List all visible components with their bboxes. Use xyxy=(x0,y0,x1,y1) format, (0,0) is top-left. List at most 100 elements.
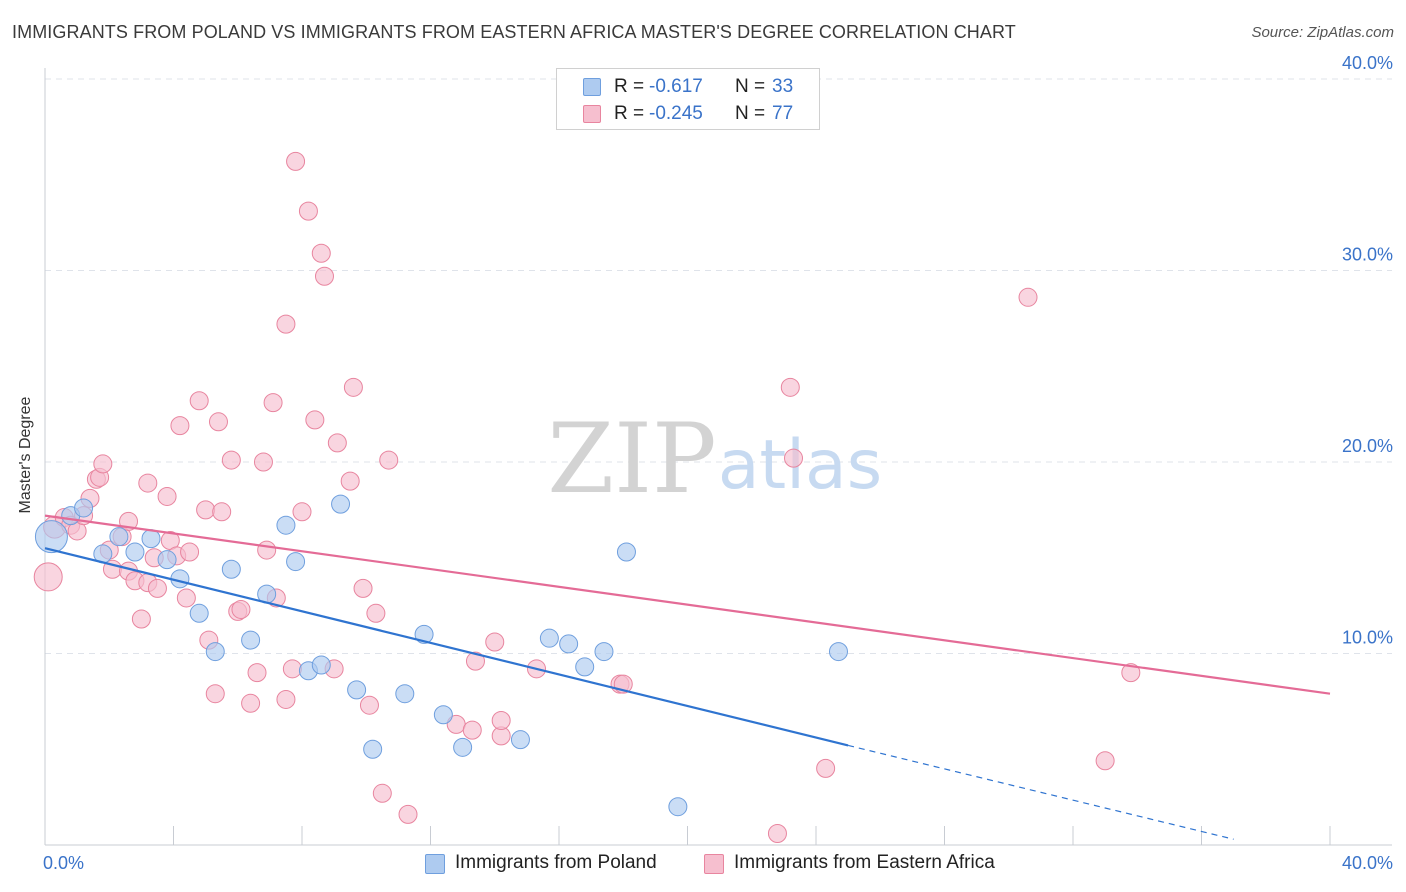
watermark-zip: ZIP xyxy=(547,403,716,515)
poland-point xyxy=(668,797,688,817)
poland-point xyxy=(363,739,383,759)
r-value-poland: -0.617 xyxy=(649,76,703,97)
r-label: R = xyxy=(614,76,645,97)
poland-point xyxy=(616,542,636,562)
africa-point xyxy=(138,473,158,493)
poland-point xyxy=(575,657,595,677)
africa-point xyxy=(298,201,318,221)
legend-label-poland: Immigrants from Poland xyxy=(455,852,657,873)
poland-point xyxy=(828,642,848,662)
africa-point xyxy=(780,377,800,397)
poland-point xyxy=(453,737,473,757)
poland-point xyxy=(157,550,177,570)
africa-point xyxy=(221,450,241,470)
africa-point xyxy=(784,448,804,468)
poland-point xyxy=(74,498,94,518)
africa-point xyxy=(292,502,312,522)
x-tick-label-max: 40.0% xyxy=(1342,853,1393,873)
x-tick-label-min: 0.0% xyxy=(43,853,84,873)
africa-point xyxy=(180,542,200,562)
n-label: N = xyxy=(735,76,766,97)
watermark-atlas: atlas xyxy=(718,426,882,505)
poland-swatch xyxy=(583,78,601,96)
axes xyxy=(44,68,1392,846)
africa-point xyxy=(366,603,386,623)
tick-labels: 10.0% 20.0% 30.0% 40.0% 0.0% 40.0% xyxy=(43,53,1393,873)
africa-point xyxy=(353,578,373,598)
trend-lines xyxy=(44,514,1331,840)
poland-point xyxy=(395,684,415,704)
africa-point xyxy=(327,433,347,453)
poland-point xyxy=(347,680,367,700)
africa-point xyxy=(282,659,302,679)
africa-point xyxy=(491,711,511,731)
n-value-poland: 33 xyxy=(772,76,794,97)
poland-point xyxy=(221,559,241,579)
y-tick-label: 40.0% xyxy=(1342,53,1393,73)
africa-point xyxy=(1121,663,1141,683)
r-value-africa: -0.245 xyxy=(649,103,703,124)
source-credit: Source: ZipAtlas.com xyxy=(1251,24,1394,41)
africa-trend-line xyxy=(44,514,1331,695)
africa-point xyxy=(33,562,63,592)
poland-point xyxy=(241,630,261,650)
africa-point xyxy=(170,416,190,436)
poland-point xyxy=(539,628,559,648)
africa-point xyxy=(196,500,216,520)
africa-point xyxy=(231,599,251,619)
africa-point xyxy=(131,609,151,629)
poland-point xyxy=(510,730,530,750)
stats-legend: R = -0.617 N = 33 R = -0.245 N = 77 xyxy=(556,68,820,130)
poland-trend-line xyxy=(44,547,849,747)
legend-label-africa: Immigrants from Eastern Africa xyxy=(734,852,995,873)
africa-point xyxy=(372,783,392,803)
poland-point xyxy=(594,642,614,662)
africa-point xyxy=(1095,751,1115,771)
poland-point xyxy=(109,527,129,547)
africa-point xyxy=(314,266,334,286)
poland-point xyxy=(189,603,209,623)
africa-point xyxy=(340,471,360,491)
africa-point xyxy=(247,663,267,683)
africa-point xyxy=(253,452,273,472)
africa-legend-swatch xyxy=(704,854,724,874)
poland-point xyxy=(34,520,68,554)
africa-point xyxy=(1018,287,1038,307)
africa-point xyxy=(485,632,505,652)
africa-point xyxy=(398,804,418,824)
chart-title: IMMIGRANTS FROM POLAND VS IMMIGRANTS FRO… xyxy=(12,22,1016,42)
watermark: ZIP atlas xyxy=(547,403,882,515)
grid-lines xyxy=(45,78,1392,654)
africa-point xyxy=(305,410,325,430)
africa-point xyxy=(205,684,225,704)
poland-point xyxy=(205,642,225,662)
poland-point xyxy=(433,705,453,725)
africa-point xyxy=(379,450,399,470)
y-tick-label: 20.0% xyxy=(1342,436,1393,456)
poland-point xyxy=(141,529,161,549)
poland-point xyxy=(559,634,579,654)
n-value-africa: 77 xyxy=(772,103,794,124)
africa-point xyxy=(176,588,196,608)
africa-point xyxy=(93,454,113,474)
africa-point xyxy=(359,695,379,715)
africa-point xyxy=(286,151,306,171)
africa-swatch xyxy=(583,105,601,123)
poland-legend-swatch xyxy=(425,854,445,874)
africa-point xyxy=(276,314,296,334)
series-legend: Immigrants from Poland Immigrants from E… xyxy=(0,852,1406,878)
data-points xyxy=(33,151,1141,844)
africa-point xyxy=(767,824,787,844)
poland-point xyxy=(414,624,434,644)
africa-point xyxy=(257,540,277,560)
africa-point xyxy=(208,412,228,432)
africa-point xyxy=(816,758,836,778)
africa-point xyxy=(343,377,363,397)
y-tick-label: 30.0% xyxy=(1342,245,1393,265)
africa-point xyxy=(241,693,261,713)
poland-point xyxy=(286,552,306,572)
africa-point xyxy=(147,578,167,598)
africa-point xyxy=(189,391,209,411)
poland-point xyxy=(331,494,351,514)
